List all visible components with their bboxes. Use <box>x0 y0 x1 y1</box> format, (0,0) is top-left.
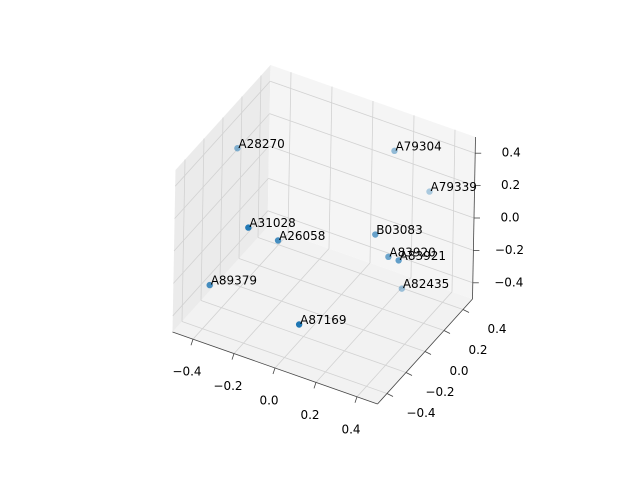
grid-line <box>270 80 476 154</box>
grid-line <box>200 300 407 373</box>
x-tick-label: 0.4 <box>341 422 360 436</box>
point-label: A83921 <box>400 249 446 263</box>
grid-line <box>257 237 464 310</box>
point-label: A28270 <box>238 137 284 151</box>
grid-line <box>269 113 475 186</box>
grid-line <box>174 80 271 187</box>
point <box>395 257 402 264</box>
z-tick-label: −0.4 <box>494 275 523 289</box>
grid-line <box>174 113 270 219</box>
z-tick-label: −0.2 <box>495 243 524 257</box>
point-label: A83920 <box>389 245 435 259</box>
tick-mark <box>354 396 358 403</box>
point <box>245 224 252 231</box>
tick-mark <box>190 339 194 346</box>
x-tick-label: 0.0 <box>259 394 278 408</box>
point-label: A26058 <box>279 229 325 243</box>
z-tick-label: 0.4 <box>502 146 521 160</box>
point-label: A82435 <box>403 277 449 291</box>
point-label: B03083 <box>376 223 422 237</box>
grid-line <box>172 210 269 317</box>
z-tick-label: 0.2 <box>501 178 520 192</box>
point <box>234 145 241 152</box>
tick-mark <box>424 351 432 355</box>
point-label: A89379 <box>211 274 257 288</box>
y-tick-label: 0.0 <box>449 364 468 378</box>
x-axis-line <box>172 331 378 405</box>
grid-line <box>181 321 388 394</box>
x-tick-label: −0.4 <box>172 365 201 379</box>
x-tick-label: −0.2 <box>213 379 242 393</box>
point-label: A31028 <box>249 216 295 230</box>
y-axis-line <box>377 298 473 405</box>
point <box>274 237 282 244</box>
grid-line <box>267 210 473 284</box>
z-axis-line <box>472 136 476 300</box>
point <box>206 281 213 289</box>
y-tick-label: −0.2 <box>425 385 454 399</box>
point <box>372 231 379 238</box>
grid-line <box>173 178 269 284</box>
point-label: A79304 <box>395 139 441 153</box>
y-tick-label: 0.4 <box>487 322 506 336</box>
grid-line <box>219 279 426 352</box>
tick-mark <box>386 393 394 397</box>
y-tick-label: −0.4 <box>406 406 435 420</box>
tick-mark <box>313 382 317 389</box>
point-label: A87169 <box>300 313 346 327</box>
y-tick-label: 0.2 <box>468 343 487 357</box>
grid-line <box>268 178 474 251</box>
tick-mark <box>405 372 413 376</box>
point <box>398 285 406 292</box>
tick-mark <box>462 309 470 313</box>
point <box>295 321 303 328</box>
grid-line <box>268 145 475 219</box>
point-label: A79339 <box>431 180 477 194</box>
tick-mark <box>272 367 276 375</box>
z-tick-label: 0.0 <box>500 211 519 225</box>
tick-mark <box>443 330 451 334</box>
x-tick-label: 0.2 <box>300 408 319 422</box>
point <box>391 147 398 155</box>
point <box>385 253 392 261</box>
tick-mark <box>231 353 235 360</box>
grid-line <box>238 258 445 331</box>
point <box>426 188 433 195</box>
grid-line <box>173 145 270 252</box>
